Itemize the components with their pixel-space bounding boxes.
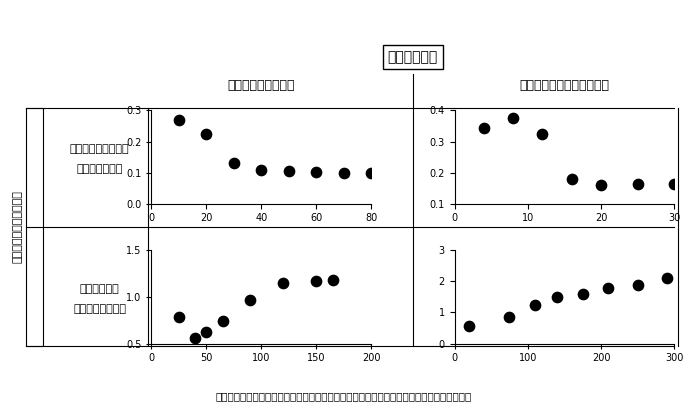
Point [228,160,239,166]
Text: 各図：（横軸）企業サイズ、（縦軸）サイズ群ごとの成長率の揺らぎ、いずれも単位は任意: 各図：（横軸）企業サイズ、（縦軸）サイズ群ごとの成長率の揺らぎ、いずれも単位は任… [216,391,472,401]
Point [173,117,184,123]
Point [566,175,577,182]
Point [632,281,643,288]
Point [256,167,267,174]
Point [278,280,289,286]
Point [632,181,643,188]
Text: 下流企業の市場支配力が大: 下流企業の市場支配力が大 [519,79,610,92]
Point [537,130,548,137]
Text: 基準となるシナリオ: 基準となるシナリオ [228,79,295,92]
Point [217,318,228,324]
Point [173,314,184,321]
Text: 生産ネットワークの構造: 生産ネットワークの構造 [12,191,22,263]
Point [365,169,376,176]
Point [504,314,515,320]
Point [478,124,489,131]
Point [530,301,541,308]
Point [552,294,563,300]
Point [283,168,294,174]
Point [327,277,338,283]
Point [338,169,349,176]
Point [245,297,256,303]
Point [669,181,680,187]
Text: （現実と異なる）: （現実と異なる） [73,304,127,314]
Point [508,115,519,121]
Point [661,275,672,281]
Point [577,290,588,297]
Point [596,182,607,188]
Point [310,169,321,175]
Text: （現実に近い）: （現実に近い） [76,164,123,174]
Point [310,278,321,284]
Point [201,329,212,336]
Text: モデルの仮定: モデルの仮定 [387,50,438,64]
Point [464,323,475,330]
Text: 「蝶ネクタイ」構造: 「蝶ネクタイ」構造 [70,144,129,154]
Text: 完全に階層的: 完全に階層的 [80,284,120,294]
Point [201,130,212,137]
Point [190,335,201,341]
Point [603,284,614,291]
